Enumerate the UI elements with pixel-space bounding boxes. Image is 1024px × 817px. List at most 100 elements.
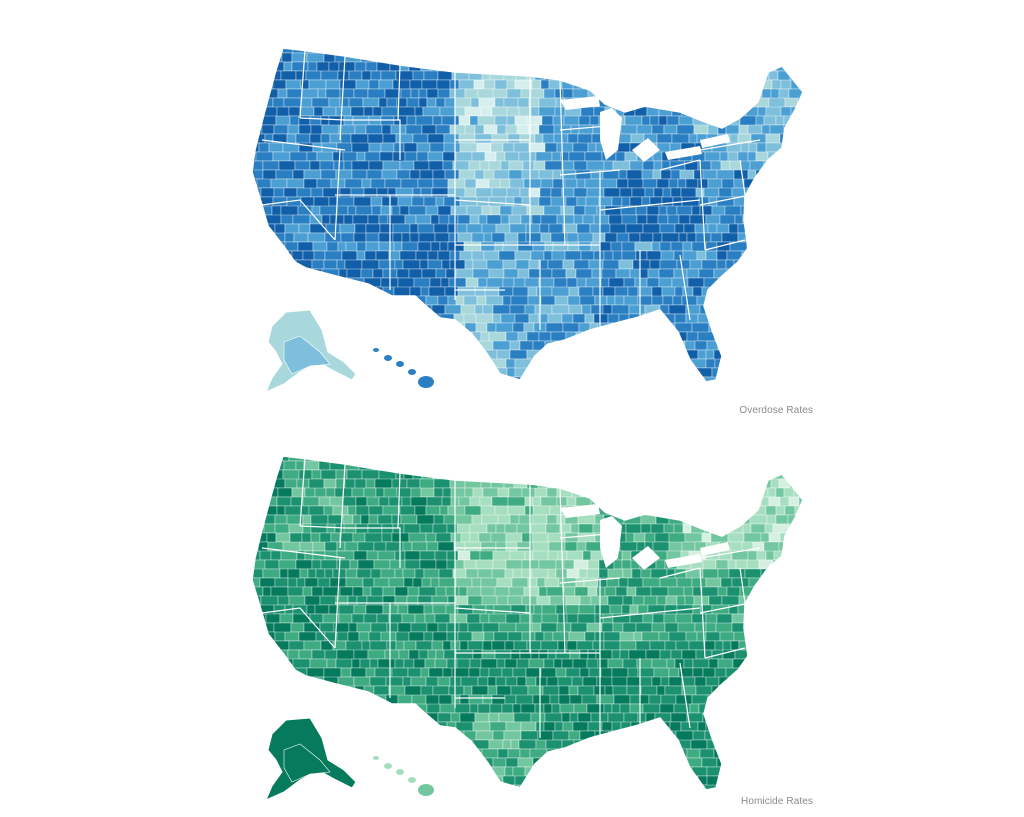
county-cell	[796, 613, 803, 633]
county-cell	[746, 721, 756, 732]
county-cell	[551, 349, 561, 369]
county-cell	[773, 721, 784, 732]
county-cell	[352, 376, 368, 382]
county-cell	[340, 721, 354, 732]
county-cell	[252, 205, 261, 225]
county-cell	[603, 794, 620, 812]
county-cell	[571, 70, 583, 81]
county-cell	[298, 124, 312, 135]
county-cell	[496, 124, 507, 135]
county-cell	[387, 187, 397, 198]
county-cell	[775, 505, 786, 516]
county-cell	[252, 613, 258, 633]
county-cell	[357, 541, 375, 552]
county-cell	[675, 766, 685, 786]
county-cell	[432, 631, 448, 642]
county-cell	[354, 124, 367, 135]
county-cell	[393, 241, 403, 252]
county-cell	[291, 61, 309, 72]
county-cell	[425, 295, 439, 306]
county-cell	[607, 568, 624, 579]
county-cell	[348, 622, 358, 633]
county-cell	[264, 658, 283, 669]
county-cell	[507, 496, 526, 507]
county-cell	[306, 667, 325, 678]
county-cell	[629, 694, 641, 705]
county-cell	[659, 703, 675, 714]
county-cell	[351, 487, 365, 498]
county-cell	[252, 115, 263, 126]
county-cell	[743, 322, 754, 342]
county-cell	[368, 304, 379, 315]
county-cell	[544, 712, 563, 723]
county-cell	[555, 649, 571, 660]
county-cell	[716, 223, 730, 234]
county-cell	[412, 133, 429, 144]
county-cell	[325, 685, 344, 705]
county-cell	[572, 88, 589, 99]
county-cell	[724, 358, 735, 369]
county-cell	[768, 70, 779, 81]
county-cell	[434, 658, 448, 669]
county-cell	[406, 456, 421, 462]
county-cell	[472, 268, 490, 279]
county-cell	[373, 559, 391, 570]
county-cell	[464, 259, 474, 270]
county-cell	[257, 721, 272, 741]
county-cell	[682, 241, 693, 252]
county-cell	[310, 784, 322, 790]
county-cell	[498, 622, 517, 633]
county-cell	[587, 358, 597, 378]
county-cell	[719, 61, 729, 72]
county-cell	[716, 487, 728, 498]
county-cell	[374, 367, 386, 378]
county-cell	[531, 79, 542, 90]
county-cell	[776, 295, 788, 315]
county-cell	[804, 524, 813, 533]
county-cell	[390, 322, 401, 342]
county-cell	[642, 748, 654, 759]
county-cell	[661, 232, 680, 243]
county-cell	[753, 505, 767, 516]
county-cell	[619, 766, 636, 786]
county-cell	[641, 169, 654, 180]
county-cell	[557, 386, 570, 404]
county-cell	[507, 748, 521, 759]
county-cell	[731, 340, 744, 351]
county-cell	[450, 367, 464, 378]
county-cell	[435, 532, 452, 543]
county-cell	[292, 658, 311, 669]
county-cell	[510, 295, 529, 306]
county-cell	[684, 784, 696, 790]
county-cell	[563, 559, 575, 570]
county-cell	[763, 160, 782, 180]
county-cell	[626, 88, 636, 99]
county-cell	[733, 358, 746, 378]
county-cell	[252, 640, 258, 651]
county-cell	[505, 456, 521, 462]
county-cell	[640, 757, 655, 768]
county-cell	[589, 115, 600, 126]
county-cell	[477, 676, 489, 687]
county-cell	[672, 295, 683, 306]
county-cell	[554, 295, 569, 306]
county-cell	[789, 568, 803, 579]
county-cell	[469, 214, 480, 225]
county-cell	[718, 721, 732, 732]
county-cell	[676, 259, 691, 270]
county-cell	[377, 658, 396, 669]
county-cell	[319, 386, 332, 404]
county-cell	[609, 784, 621, 790]
county-cell	[723, 286, 740, 306]
county-cell	[578, 748, 595, 759]
county-cell	[322, 794, 332, 812]
county-cell	[380, 703, 391, 714]
county-cell	[431, 340, 442, 351]
county-cell	[378, 214, 389, 225]
county-cell	[612, 160, 631, 171]
county-cell	[601, 79, 613, 90]
county-cell	[777, 667, 787, 678]
county-cell	[746, 685, 756, 696]
county-cell	[470, 784, 489, 790]
county-cell	[705, 295, 723, 306]
